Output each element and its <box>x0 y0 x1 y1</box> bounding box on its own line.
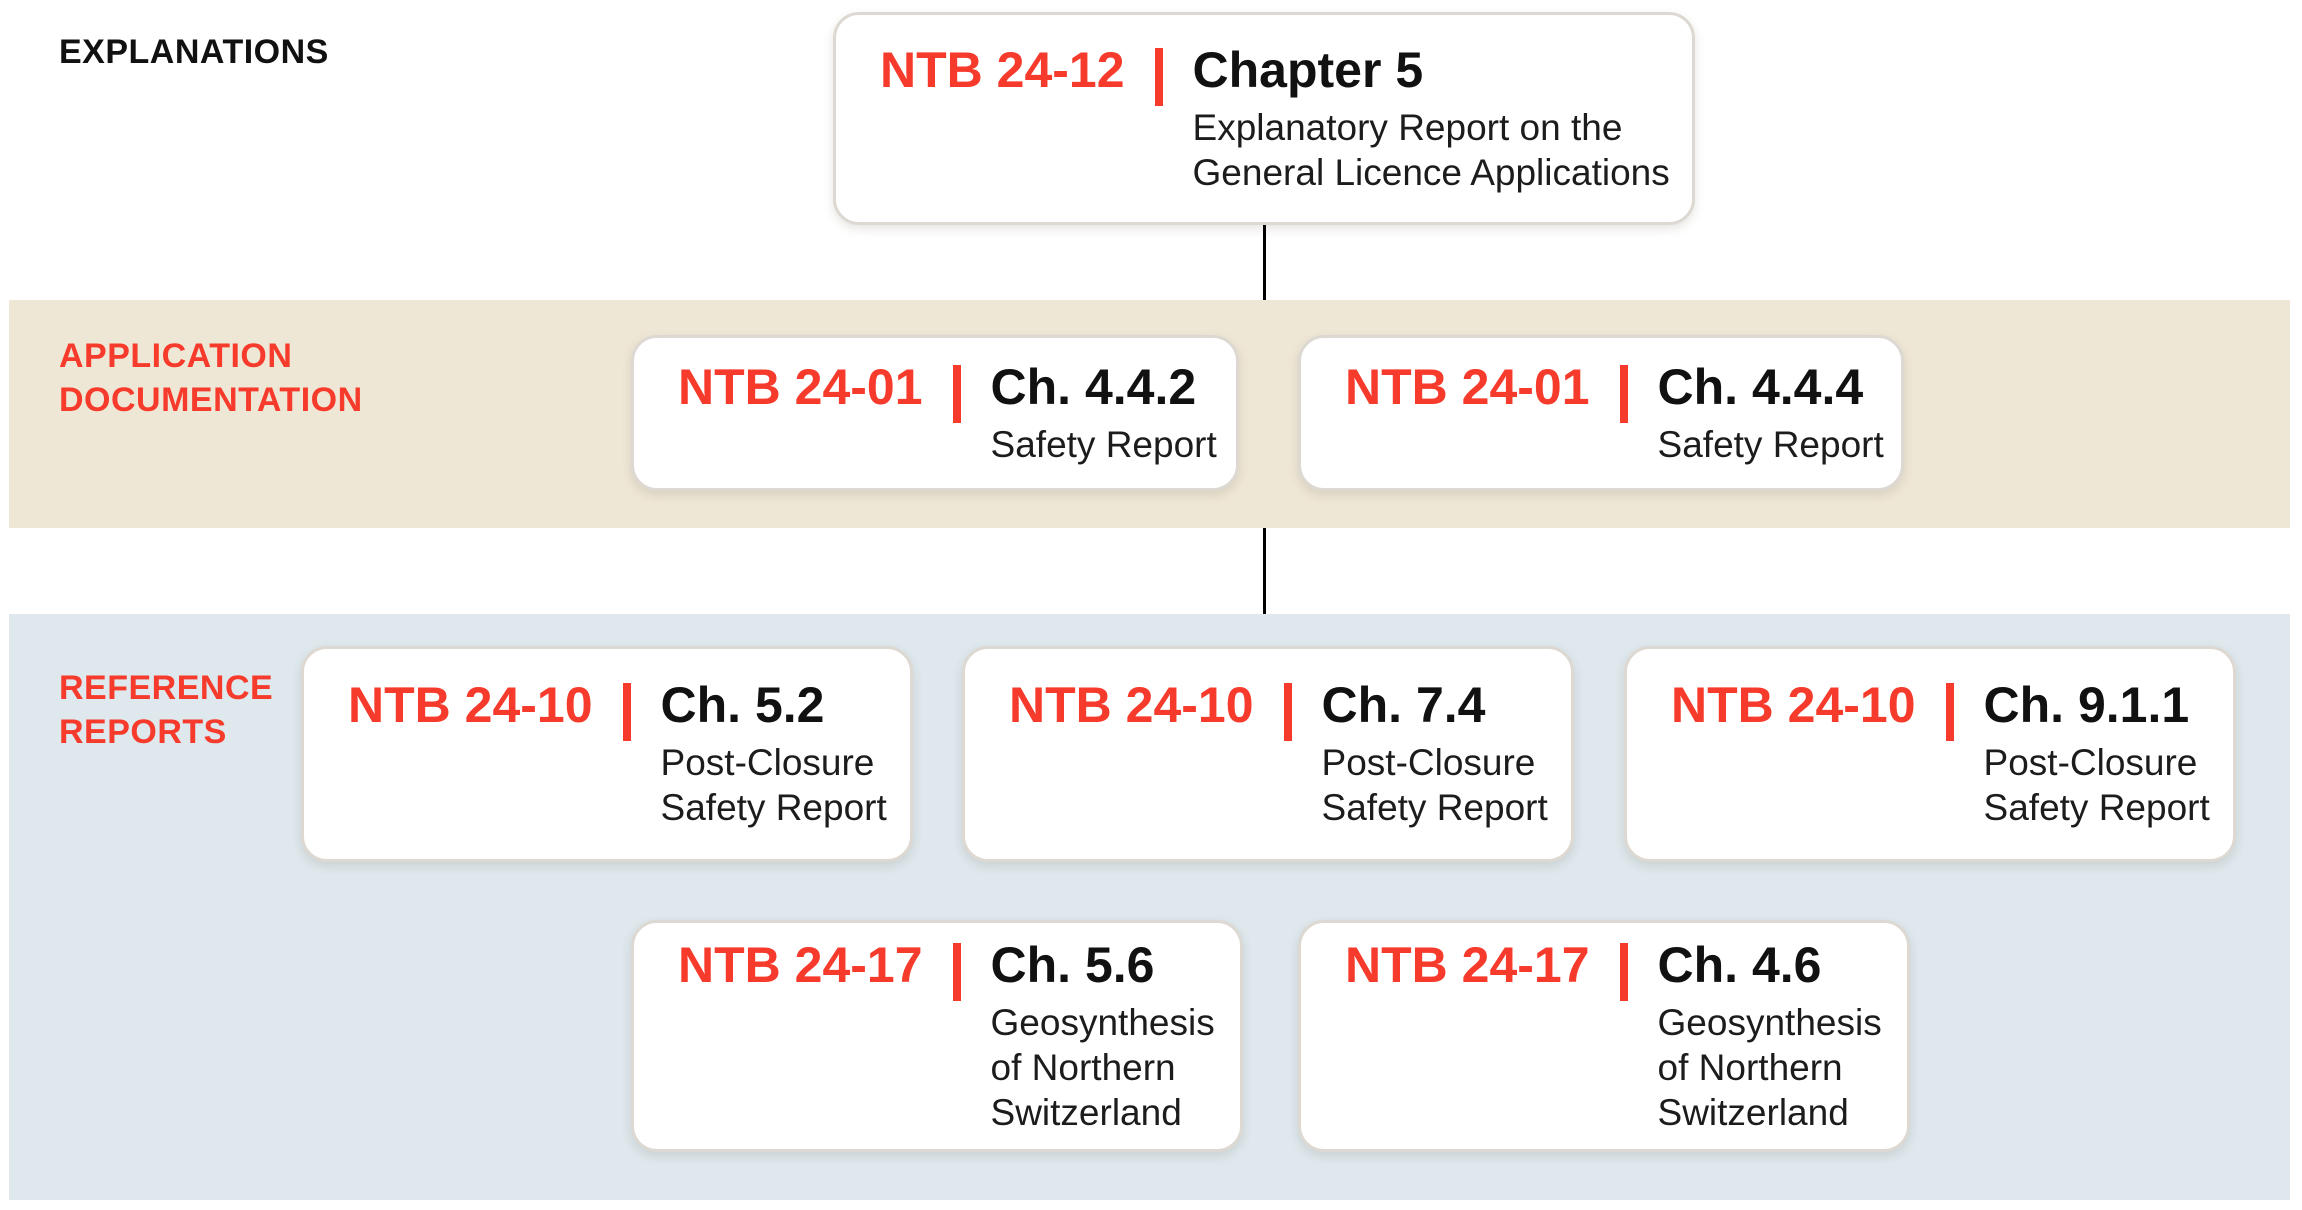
label-line: APPLICATION <box>59 337 293 375</box>
report-number-label: NTB 24-01 <box>1345 358 1590 415</box>
label-line: REPORTS <box>59 713 227 751</box>
report-title-line: Geosynthesis <box>1657 1001 1882 1043</box>
report-title: Geosynthesis of Northern Switzerland <box>1658 1000 1882 1135</box>
report-title-line: Post-Closure <box>1321 742 1536 783</box>
report-number-label: NTB 24-10 <box>1671 677 1916 733</box>
card-text-column: Ch. 4.6 Geosynthesis of Northern Switzer… <box>1657 936 1882 1135</box>
separator-bar-icon <box>1154 47 1163 106</box>
card-ntb-24-17-ch-4-6: NTB 24-17 Ch. 4.6 Geosynthesis of Northe… <box>1298 920 1910 1152</box>
label-line: DOCUMENTATION <box>59 381 363 419</box>
card-content: NTB 24-10 Ch. 9.1.1 Post-Closure Safety … <box>1671 678 2210 830</box>
chapter-label: Ch. 4.4.4 <box>1657 358 1864 415</box>
report-title-line: Switzerland <box>1657 1091 1849 1133</box>
separator-bar-icon <box>622 683 631 741</box>
report-number-label: NTB 24-12 <box>880 41 1125 98</box>
explanations-section-label: EXPLANATIONS <box>59 33 329 71</box>
report-title-line: of Northern <box>1657 1046 1843 1088</box>
reference-reports-label: REFERENCE REPORTS <box>59 666 273 754</box>
chapter-label: Ch. 9.1.1 <box>1983 677 2190 733</box>
report-title-line: Geosynthesis <box>990 1001 1215 1043</box>
chapter-label: Ch. 4.4.2 <box>990 358 1197 415</box>
card-content: NTB 24-01 Ch. 4.4.2 Safety Report <box>678 358 1217 467</box>
connector-line-middle <box>1263 528 1266 614</box>
card-text-column: Ch. 7.4 Post-Closure Safety Report <box>1322 678 1548 830</box>
report-number-label: NTB 24-17 <box>678 936 923 993</box>
chapter-label: Ch. 5.6 <box>990 936 1155 993</box>
card-content: NTB 24-10 Ch. 5.2 Post-Closure Safety Re… <box>348 678 887 830</box>
report-title: Post-Closure Safety Report <box>1322 740 1548 830</box>
card-text-column: Ch. 9.1.1 Post-Closure Safety Report <box>1984 678 2210 830</box>
report-number-label: NTB 24-10 <box>1009 677 1254 733</box>
card-content: NTB 24-01 Ch. 4.4.4 Safety Report <box>1345 358 1884 467</box>
report-title: Geosynthesis of Northern Switzerland <box>991 1000 1215 1135</box>
report-title-line: Switzerland <box>990 1091 1182 1133</box>
label-line: REFERENCE <box>59 669 274 707</box>
separator-bar-icon <box>952 364 961 423</box>
card-ntb-24-10-ch-7-4: NTB 24-10 Ch. 7.4 Post-Closure Safety Re… <box>962 646 1574 862</box>
report-title: Safety Report <box>1658 422 1884 467</box>
card-ntb-24-17-ch-5-6: NTB 24-17 Ch. 5.6 Geosynthesis of Northe… <box>631 920 1243 1152</box>
card-text-column: Ch. 4.4.2 Safety Report <box>990 358 1217 467</box>
report-title: Explanatory Report on the General Licenc… <box>1193 105 1670 195</box>
report-title: Post-Closure Safety Report <box>1984 740 2210 830</box>
card-content: NTB 24-12 Chapter 5 Explanatory Report o… <box>880 41 1670 195</box>
report-number-label: NTB 24-17 <box>1345 936 1590 993</box>
report-title-line: Safety Report <box>1321 787 1548 828</box>
report-title: Post-Closure Safety Report <box>661 740 887 830</box>
application-documentation-label: APPLICATION DOCUMENTATION <box>59 334 363 422</box>
report-title-line: Safety Report <box>1657 423 1884 465</box>
report-title-line: General Licence Applications <box>1192 151 1670 193</box>
report-title-line: Safety Report <box>990 423 1217 465</box>
card-content: NTB 24-10 Ch. 7.4 Post-Closure Safety Re… <box>1009 678 1548 830</box>
report-number-label: NTB 24-10 <box>348 677 593 733</box>
chapter-label: Ch. 7.4 <box>1321 677 1486 733</box>
report-title-line: of Northern <box>990 1046 1176 1088</box>
card-ntb-24-12-chapter-5: NTB 24-12 Chapter 5 Explanatory Report o… <box>833 12 1695 225</box>
separator-bar-icon <box>952 942 961 1001</box>
card-ntb-24-01-ch-4-4-2: NTB 24-01 Ch. 4.4.2 Safety Report <box>631 335 1239 491</box>
card-text-column: Ch. 4.4.4 Safety Report <box>1657 358 1884 467</box>
card-content: NTB 24-17 Ch. 5.6 Geosynthesis of Northe… <box>678 936 1215 1135</box>
report-number-label: NTB 24-01 <box>678 358 923 415</box>
card-text-column: Chapter 5 Explanatory Report on the Gene… <box>1192 41 1670 195</box>
card-ntb-24-01-ch-4-4-4: NTB 24-01 Ch. 4.4.4 Safety Report <box>1298 335 1904 491</box>
separator-bar-icon <box>1619 942 1628 1001</box>
report-title-line: Explanatory Report on the <box>1192 106 1623 148</box>
card-content: NTB 24-17 Ch. 4.6 Geosynthesis of Northe… <box>1345 936 1882 1135</box>
separator-bar-icon <box>1283 683 1292 741</box>
separator-bar-icon <box>1619 364 1628 423</box>
report-title-line: Post-Closure <box>660 742 875 783</box>
chapter-label: Ch. 5.2 <box>660 677 825 733</box>
report-title-line: Safety Report <box>660 787 887 828</box>
chapter-label: Ch. 4.6 <box>1657 936 1822 993</box>
card-text-column: Ch. 5.6 Geosynthesis of Northern Switzer… <box>990 936 1215 1135</box>
card-text-column: Ch. 5.2 Post-Closure Safety Report <box>661 678 887 830</box>
separator-bar-icon <box>1945 683 1954 741</box>
card-ntb-24-10-ch-9-1-1: NTB 24-10 Ch. 9.1.1 Post-Closure Safety … <box>1624 646 2236 862</box>
card-ntb-24-10-ch-5-2: NTB 24-10 Ch. 5.2 Post-Closure Safety Re… <box>301 646 913 862</box>
chapter-label: Chapter 5 <box>1192 41 1424 98</box>
report-title-line: Post-Closure <box>1983 742 2198 783</box>
connector-line-top <box>1263 225 1266 300</box>
report-title-line: Safety Report <box>1983 787 2210 828</box>
report-title: Safety Report <box>991 422 1217 467</box>
